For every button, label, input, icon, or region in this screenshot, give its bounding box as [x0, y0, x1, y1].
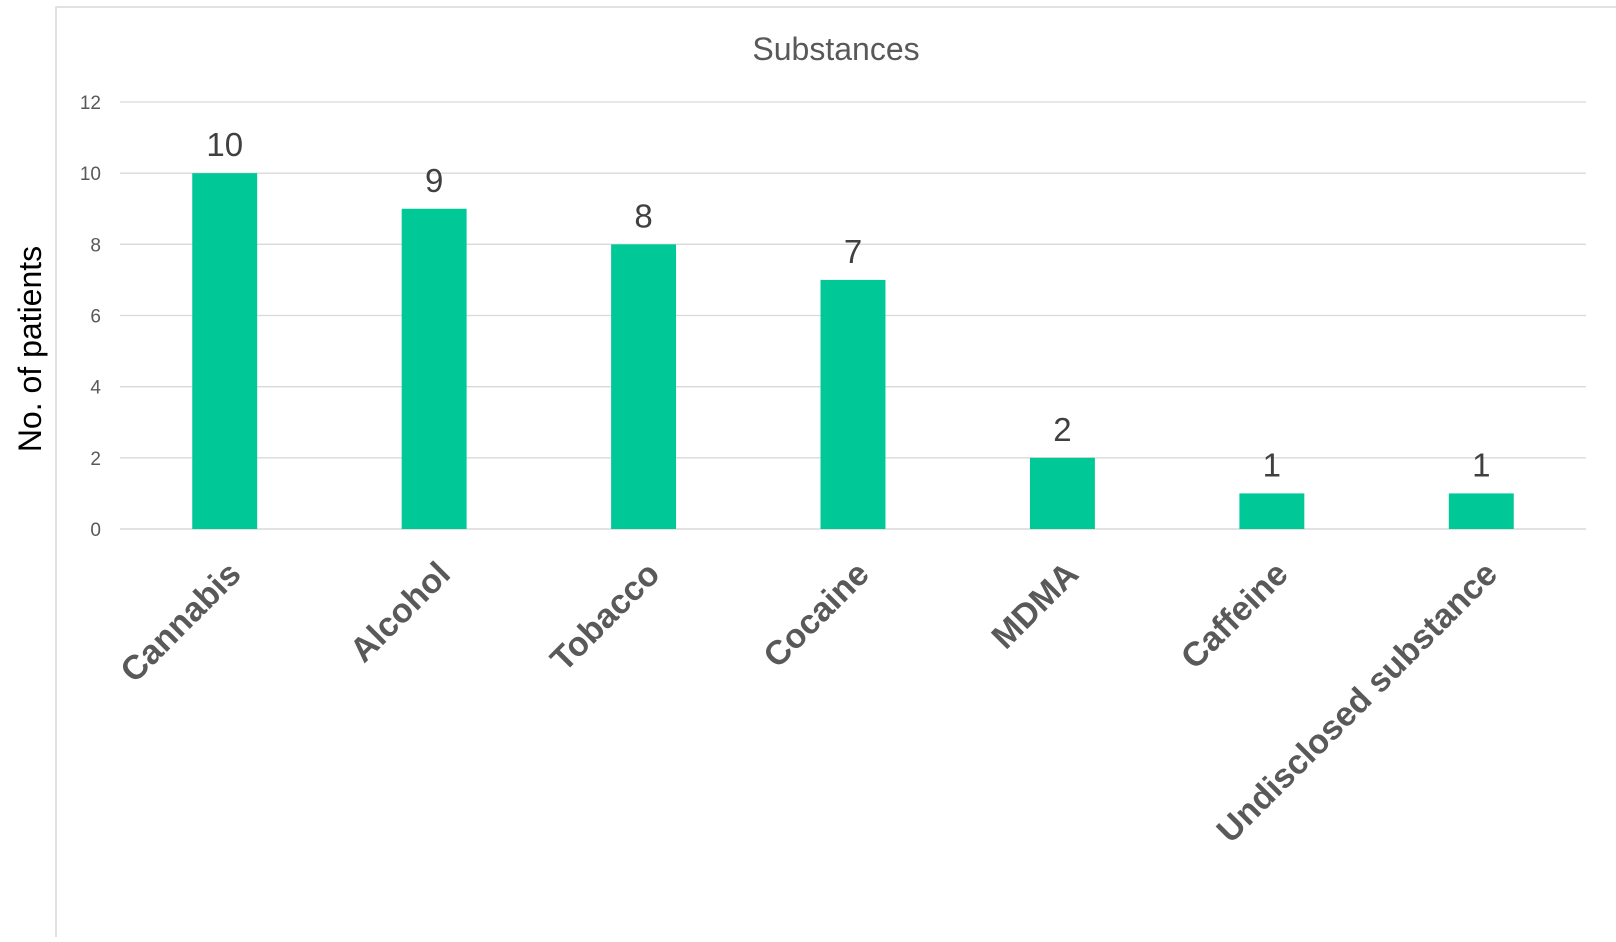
- y-tick-label: 2: [90, 449, 101, 470]
- x-tick-label: Alcohol: [343, 555, 458, 670]
- bar: [1239, 493, 1305, 529]
- data-label: 9: [425, 162, 443, 199]
- data-label: 7: [844, 233, 862, 270]
- y-tick-label: 12: [80, 93, 101, 114]
- chart-title: Substances: [752, 31, 919, 67]
- bar: [1448, 493, 1514, 529]
- x-axis-ticks: Cannabis Alcohol Tobacco Cocaine MDMA Caffein…: [113, 555, 1505, 850]
- data-label: 1: [1263, 446, 1281, 483]
- bar: [1029, 457, 1095, 529]
- x-tick-label: Cannabis: [113, 555, 248, 690]
- bar: [192, 173, 258, 529]
- data-label: 1: [1472, 446, 1490, 483]
- data-label: 8: [634, 197, 652, 234]
- y-tick-label: 6: [90, 307, 101, 328]
- y-axis-label: No. of patients: [12, 246, 48, 452]
- x-tick-label: Cocaine: [756, 555, 876, 675]
- data-labels: 10 9 8 7 2 1 1: [206, 126, 1490, 483]
- y-tick-label: 4: [90, 378, 101, 399]
- data-label: 2: [1053, 411, 1071, 448]
- y-axis-ticks: 0 2 4 6 8 10 12: [80, 93, 102, 541]
- data-label: 10: [206, 126, 243, 163]
- bar: [401, 208, 467, 529]
- chart-frame: [55, 6, 1616, 942]
- x-tick-label: Tobacco: [543, 555, 667, 679]
- y-tick-label: 8: [90, 235, 101, 256]
- x-tick-label: MDMA: [984, 555, 1086, 657]
- bars: [192, 173, 1514, 530]
- x-tick-label: Caffeine: [1174, 555, 1296, 677]
- y-tick-label: 0: [90, 520, 101, 541]
- y-tick-label: 10: [80, 164, 101, 185]
- bar: [611, 244, 677, 530]
- bar: [820, 279, 886, 529]
